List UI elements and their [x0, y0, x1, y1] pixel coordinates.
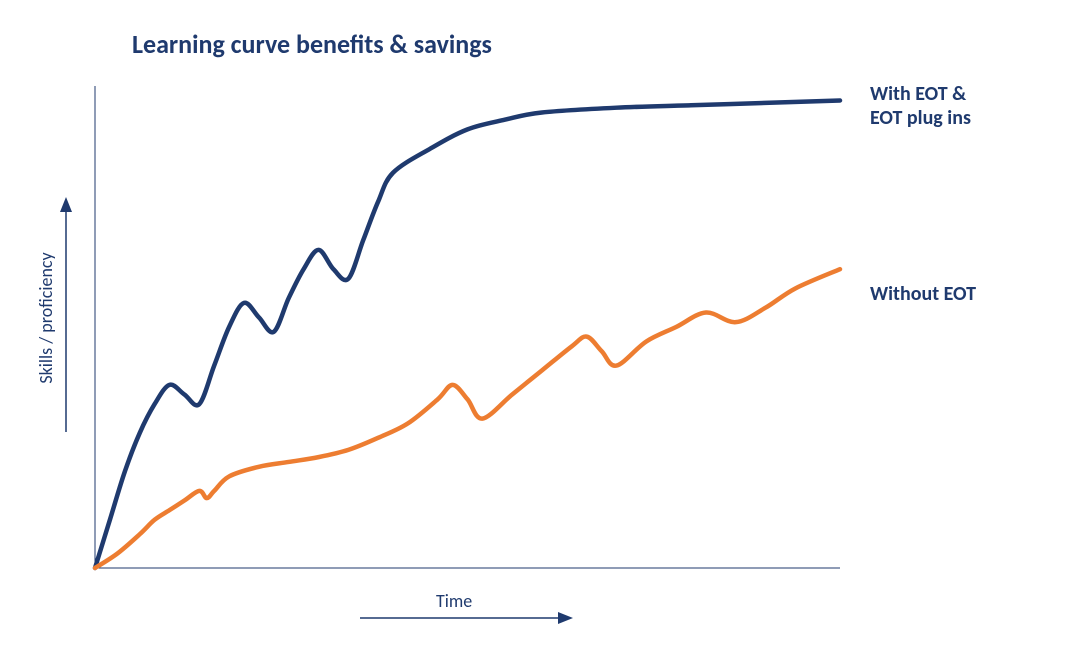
y-axis-label: Skills / proficiency: [35, 252, 57, 383]
chart-container: Learning curve benefits & savings Time S…: [0, 0, 1068, 656]
series-without-eot: [95, 269, 840, 568]
label-without-eot: Without EOT: [870, 282, 976, 306]
x-axis-label: Time: [436, 590, 472, 612]
label-with-eot: With EOT &EOT plug ins: [870, 82, 971, 130]
